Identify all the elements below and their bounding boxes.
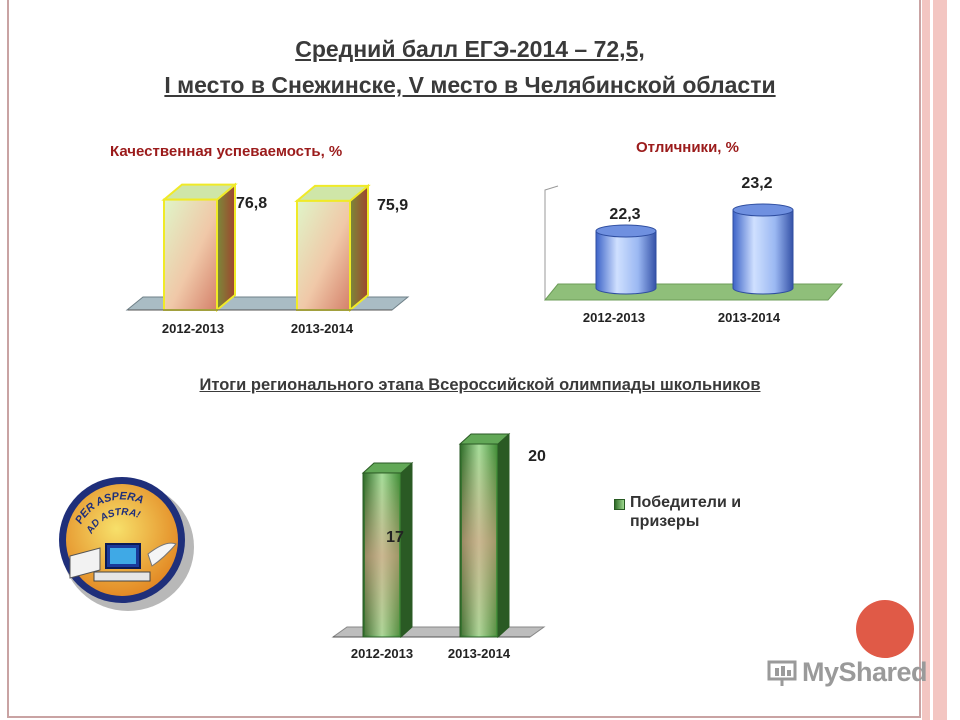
chart3-data-label: 17 <box>386 529 404 546</box>
chart2-tick-label: 2013-2014 <box>718 310 781 325</box>
chart2-data-label: 23,2 <box>741 175 772 192</box>
chart1-data-label: 75,9 <box>377 197 408 214</box>
watermark: MyShared <box>766 656 928 688</box>
chart3-tick-label: 2013-2014 <box>448 646 511 661</box>
section-title: Итоги регионального этапа Всероссийской … <box>199 376 761 394</box>
chart2-bar <box>732 203 794 295</box>
chart2-bar <box>595 224 657 295</box>
chart2-floor <box>543 283 844 301</box>
watermark-text: MyShared <box>802 656 928 687</box>
chart2-data-label: 22,3 <box>609 206 640 223</box>
chart1-tick-label: 2012-2013 <box>162 321 224 336</box>
chart2-tick-label: 2012-2013 <box>583 310 645 325</box>
chart2-wall <box>544 185 559 300</box>
chart1-tick-label: 2013-2014 <box>291 321 354 336</box>
chart3-bar <box>361 461 414 639</box>
chart1-bar <box>294 183 371 313</box>
decor-stripe <box>922 0 930 720</box>
chart1-data-label: 76,8 <box>236 195 267 212</box>
chart1-title: Качественная успеваемость, % <box>110 143 343 160</box>
decor-circle <box>856 600 914 658</box>
decor-stripe <box>933 0 947 720</box>
chart1-bar <box>161 182 238 313</box>
chart3-data-label: 20 <box>528 448 546 465</box>
legend-swatch <box>614 499 625 510</box>
slide-frame <box>7 0 921 718</box>
legend-label: Победители и призеры <box>630 494 742 530</box>
slide-title-line1: Средний балл ЕГЭ-2014 – 72,5, <box>295 36 645 62</box>
slide-title-line2: I место в Снежинске, V место в Челябинск… <box>164 72 776 98</box>
presentation-icon <box>767 660 797 686</box>
chart3-tick-label: 2012-2013 <box>351 646 413 661</box>
chart3-legend: Победители и призеры <box>614 493 780 531</box>
school-logo: PER ASPERA AD ASTRA! <box>59 477 194 611</box>
chart2-title: Отличники, % <box>636 139 739 156</box>
chart3-bar <box>458 432 511 639</box>
